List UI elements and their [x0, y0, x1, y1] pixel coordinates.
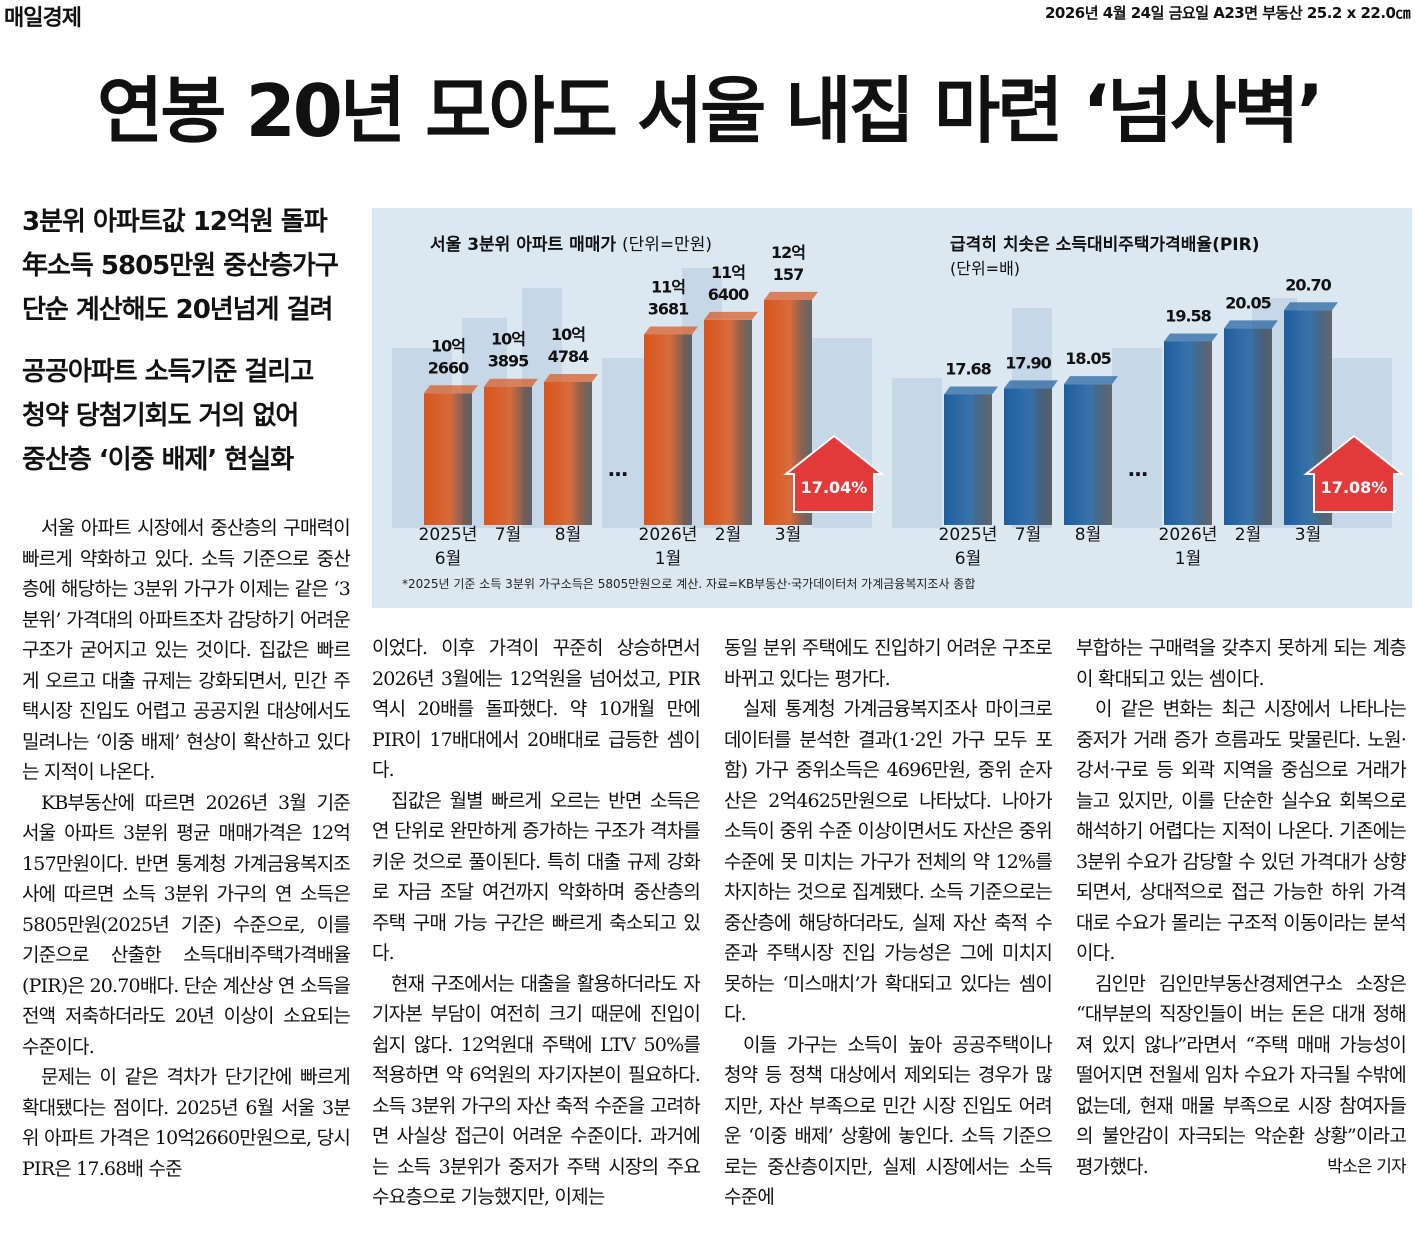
paragraph: KB부동산에 따르면 2026년 3월 기준 서울 아파트 3분위 평균 매매가… — [22, 791, 350, 1058]
unit-label: (단위=만원) — [622, 235, 712, 255]
paragraph: 실제 통계청 가계금융복지조사 마이크로데이터를 분석한 결과(1·2인 가구 … — [724, 698, 1052, 1025]
change-label: 17.08% — [1321, 478, 1388, 497]
subhead-line: 청약 당첨기회도 거의 없어 — [22, 401, 299, 431]
paragraph: 현재 구조에서는 대출을 활용하더라도 자기자본 부담이 여전히 크기 때문에 … — [372, 972, 700, 1209]
category-label: 2026년 1월 — [639, 525, 698, 569]
chart: *2025년 기준 소득 3분위 가구소득은 5805만원으로 계산. 자료=K… — [392, 235, 1405, 591]
value-label: 17.68 — [945, 359, 991, 378]
bar — [1164, 341, 1212, 525]
byline: 박소은 기자 — [1327, 1156, 1406, 1177]
bar — [1224, 328, 1272, 525]
bar-top — [544, 373, 598, 382]
category-label: 7월 — [1015, 525, 1041, 545]
bar-top — [644, 326, 698, 335]
paragraph: 이들 가구는 소득이 높아 공공주택이나 청약 등 정책 대상에서 제외되는 경… — [724, 1033, 1052, 1209]
category-label: 8월 — [1075, 525, 1101, 545]
category-label: 2026년 1월 — [1159, 525, 1218, 569]
bar-top — [704, 311, 758, 320]
subhead-line: 年소득 5805만원 중산층가구 — [22, 251, 339, 281]
value-label: 19.58 — [1165, 306, 1211, 325]
value-label: 11억 3681 — [648, 277, 689, 318]
paragraph: 이었다. 이후 가격이 꾸준히 상승하면서 2026년 3월에는 12억원을 넘… — [372, 637, 700, 781]
bar — [944, 394, 992, 525]
paper-name: 매일경제 — [4, 6, 82, 31]
bar-top — [944, 386, 998, 395]
value-label: 17.90 — [1005, 353, 1051, 372]
subhead-line: 3분위 아파트값 12억원 돌파 — [22, 207, 328, 237]
category-label: 2025년 6월 — [419, 525, 478, 569]
bar — [1004, 388, 1052, 525]
bar-top — [1164, 333, 1218, 342]
chart-footnote: *2025년 기준 소득 3분위 가구소득은 5805만원으로 계산. 자료=K… — [402, 577, 975, 591]
bar-top — [764, 291, 818, 300]
body-column: 이었다. 이후 가격이 꾸준히 상승하면서 2026년 3월에는 12억원을 넘… — [372, 633, 700, 1253]
category-label: 3월 — [775, 525, 801, 545]
value-label: 20.05 — [1225, 293, 1271, 312]
value-label: 20.70 — [1285, 275, 1331, 294]
value-label: 10억 2660 — [428, 336, 469, 377]
paragraph: 이 같은 변화는 최근 시장에서 나타나는 중저가 거래 증가 흐름과도 맞물린… — [1076, 698, 1406, 964]
bar-top — [424, 385, 478, 394]
body-column: 동일 분위 주택에도 진입하기 어려운 구조로 바뀌고 있다는 평가다. 실제 통… — [724, 633, 1052, 1253]
paragraph: 김인만 김인만부동산경제연구소 소장은 “대부분의 직장인들이 버는 돈은 대개… — [1076, 969, 1406, 1183]
paragraph: 동일 분위 주택에도 진입하기 어려운 구조로 바뀌고 있다는 평가다. — [724, 637, 1052, 690]
bar — [544, 381, 592, 525]
bar — [484, 386, 532, 525]
value-label: 11억 6400 — [708, 263, 749, 304]
paragraph: 서울 아파트 시장에서 중산층의 구매력이 빠르게 약화하고 있다. 소득 기준… — [22, 517, 350, 783]
body-column: 부합하는 구매력을 갖추지 못하게 되는 계층이 확대되고 있는 셈이다. 이 같… — [1076, 633, 1406, 1253]
value-label: 10억 3895 — [488, 330, 529, 371]
change-label: 17.04% — [801, 478, 868, 497]
bar — [644, 334, 692, 525]
chart-box: *2025년 기준 소득 3분위 가구소득은 5805만원으로 계산. 자료=K… — [372, 208, 1412, 608]
category-label: 8월 — [555, 525, 581, 545]
bar — [1064, 384, 1112, 525]
ellipsis: … — [1128, 457, 1148, 481]
bar-top — [1224, 320, 1278, 329]
subhead-line: 중산층 ‘이중 배제’ 현실화 — [22, 445, 294, 475]
bar — [704, 319, 752, 525]
category-label: 3월 — [1295, 525, 1321, 545]
change-badge — [783, 434, 885, 513]
dateline: 2026년 4월 24일 금요일 A23면 부동산 25.2 x 22.0㎝ — [1044, 4, 1411, 22]
category-label: 2월 — [715, 525, 741, 545]
ellipsis: … — [608, 457, 628, 481]
value-label: 12억 157 — [771, 243, 805, 284]
subhead-line: 단순 계산해도 20년넘게 걸려 — [22, 295, 333, 325]
unit-label: (단위=배) — [950, 259, 1020, 278]
chart-title: 서울 3분위 아파트 매매가 (단위=만원) — [430, 235, 712, 255]
bar-top — [484, 378, 538, 387]
category-label: 7월 — [495, 525, 521, 545]
value-label: 10억 4784 — [548, 325, 589, 366]
change-badge — [1303, 434, 1405, 513]
chart-title: 급격히 치솟은 소득대비주택가격배율(PIR) — [950, 235, 1260, 255]
category-label: 2월 — [1235, 525, 1261, 545]
chart-title-text: 급격히 치솟은 소득대비주택가격배율(PIR) — [950, 235, 1260, 255]
bar-top — [1004, 380, 1058, 389]
bar-top — [1064, 376, 1118, 385]
paragraph: 집값은 월별 빠르게 오르는 반면 소득은 연 단위로 완만하게 증가하는 구조… — [372, 789, 700, 965]
subhead-line: 공공아파트 소득기준 걸리고 — [22, 357, 314, 387]
value-label: 18.05 — [1065, 349, 1111, 368]
category-label: 2025년 6월 — [939, 525, 998, 569]
chart-title-text: 서울 3분위 아파트 매매가 — [430, 235, 616, 255]
body-column: 서울 아파트 시장에서 중산층의 구매력이 빠르게 약화하고 있다. 소득 기준… — [22, 513, 350, 1253]
bar-top — [1284, 302, 1338, 311]
paragraph: 문제는 이 같은 격차가 단기간에 빠르게 확대됐다는 점이다. 2025년 6… — [22, 1066, 350, 1180]
bar — [424, 393, 472, 525]
headline: 연봉 20년 모아도 서울 내집 마련 ‘넘사벽’ — [97, 69, 1324, 153]
paragraph: 부합하는 구매력을 갖추지 못하게 되는 계층이 확대되고 있는 셈이다. — [1076, 637, 1406, 690]
